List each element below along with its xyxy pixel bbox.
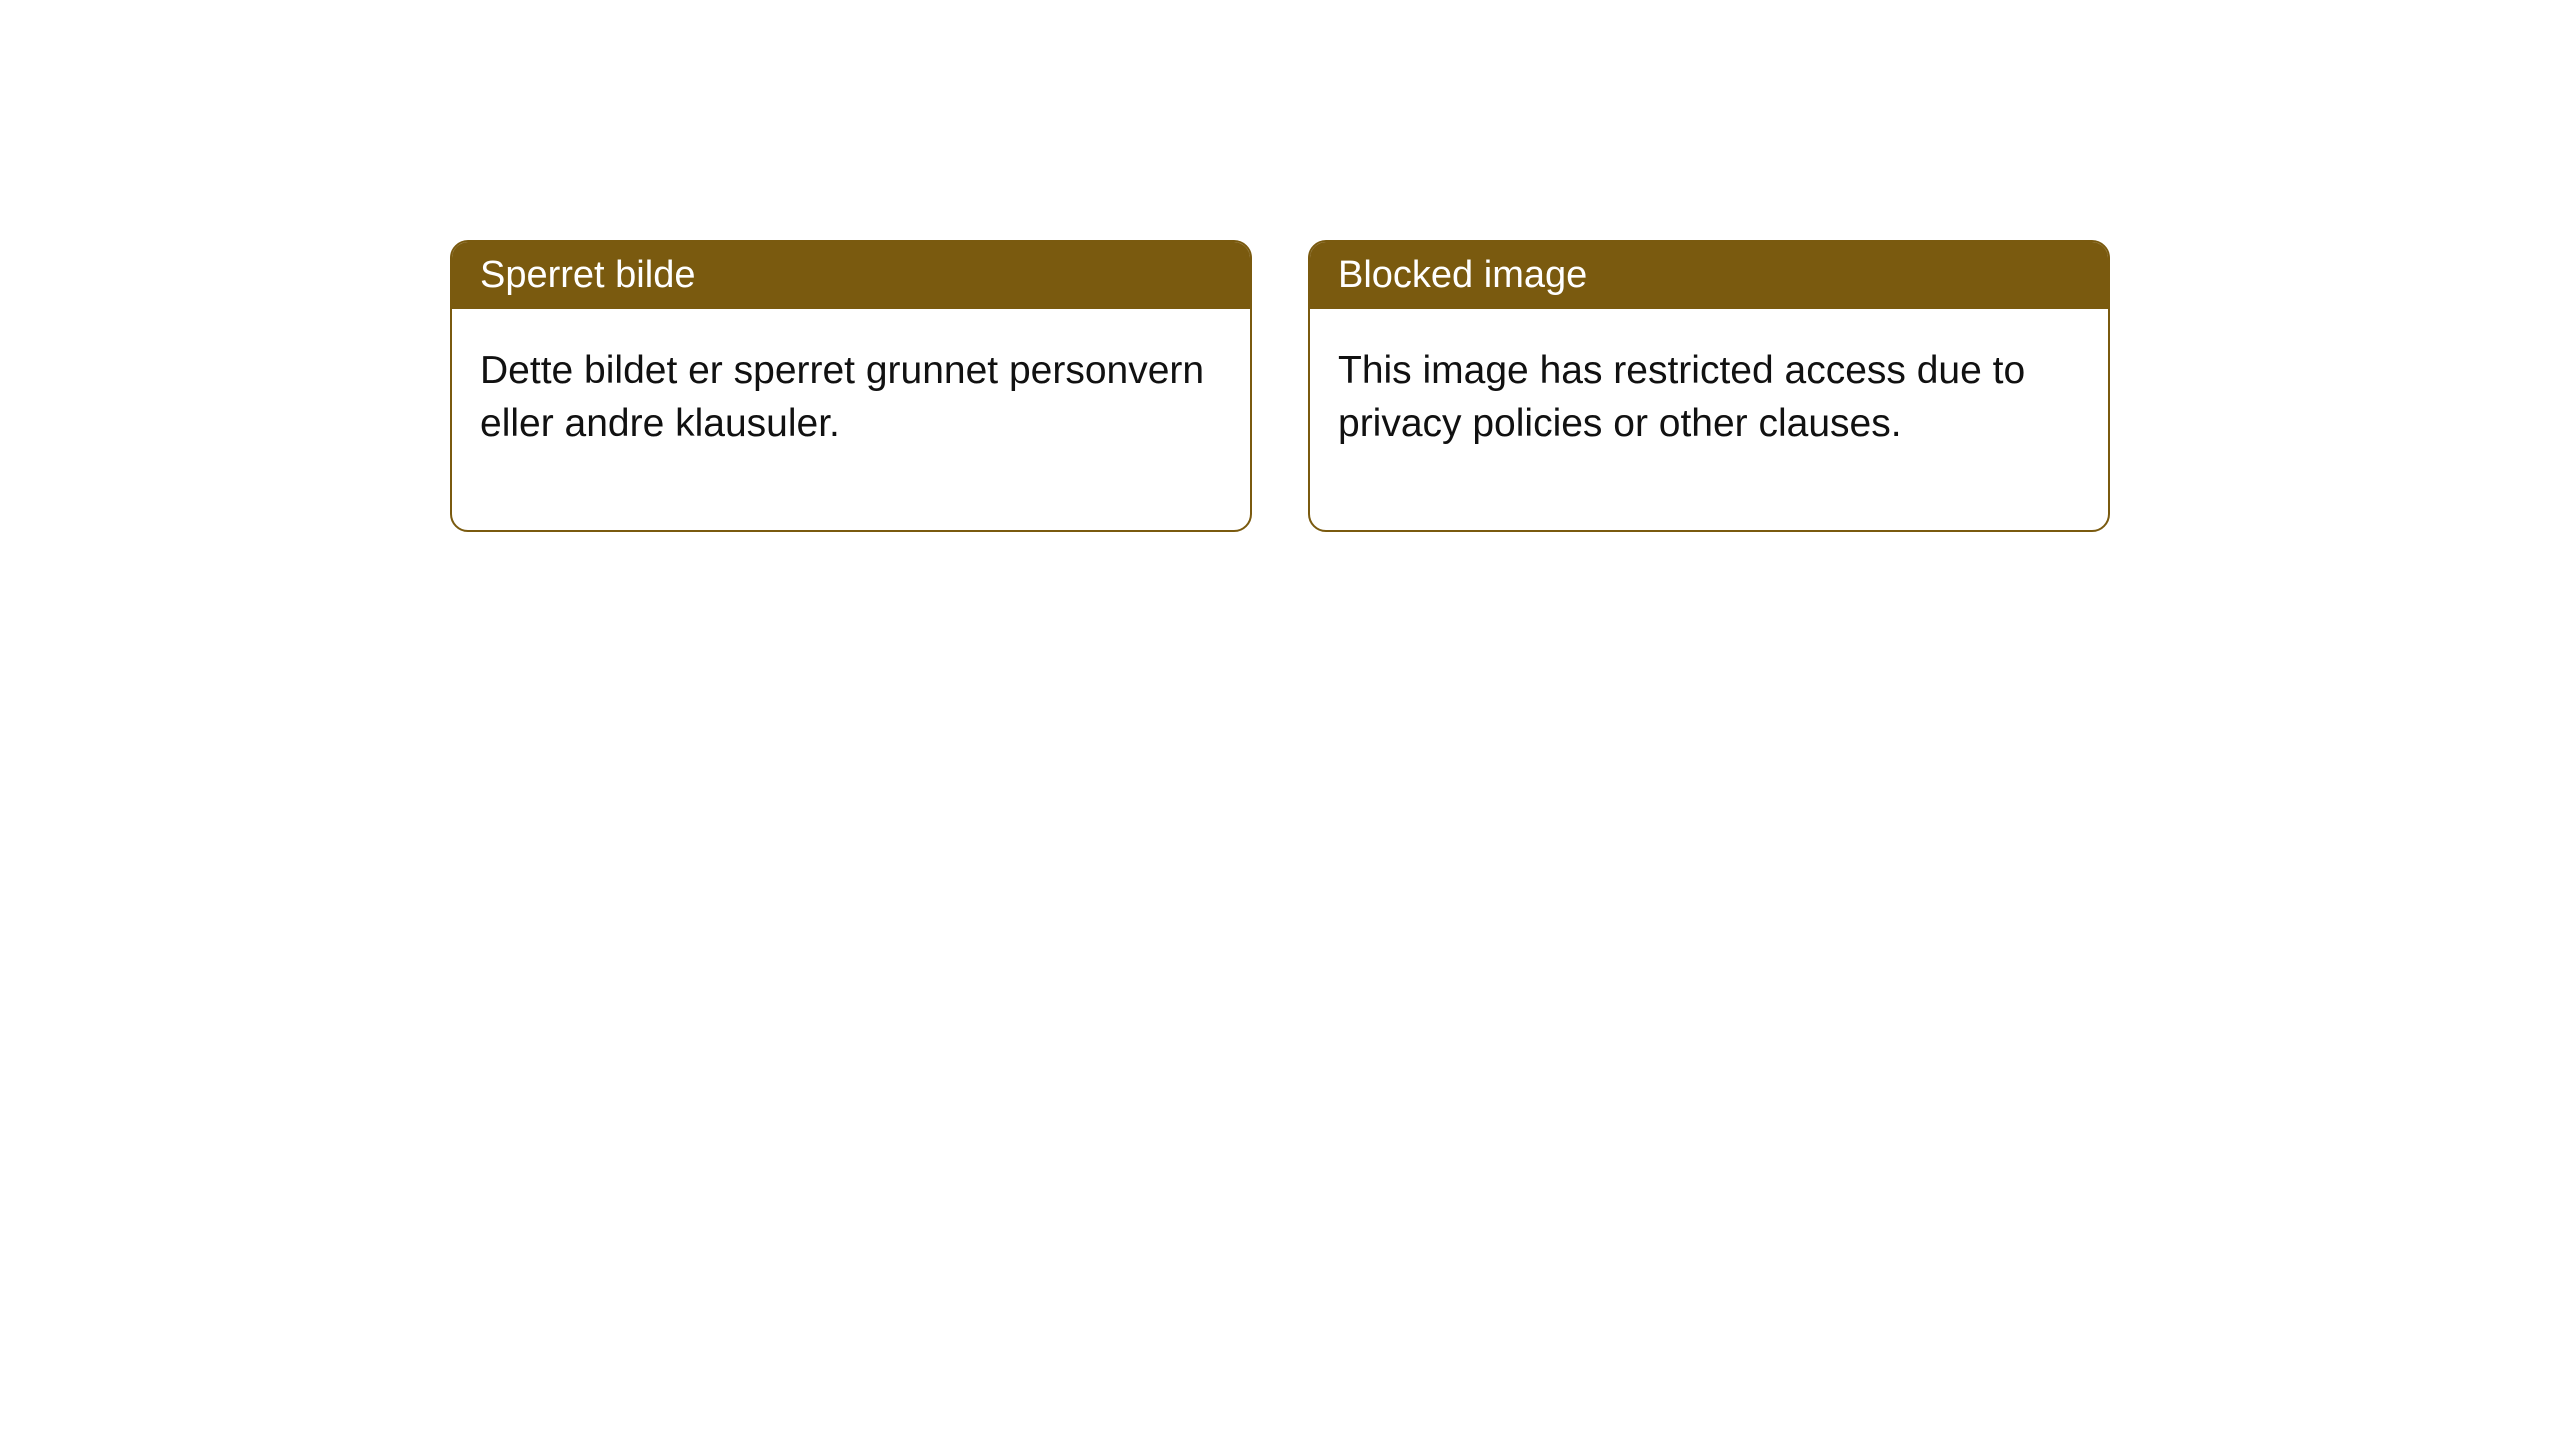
- card-body-no: Dette bildet er sperret grunnet personve…: [452, 309, 1250, 530]
- card-body-en: This image has restricted access due to …: [1310, 309, 2108, 530]
- cards-container: Sperret bilde Dette bildet er sperret gr…: [0, 0, 2560, 532]
- card-header-en: Blocked image: [1310, 242, 2108, 309]
- blocked-image-card-en: Blocked image This image has restricted …: [1308, 240, 2110, 532]
- card-header-no: Sperret bilde: [452, 242, 1250, 309]
- blocked-image-card-no: Sperret bilde Dette bildet er sperret gr…: [450, 240, 1252, 532]
